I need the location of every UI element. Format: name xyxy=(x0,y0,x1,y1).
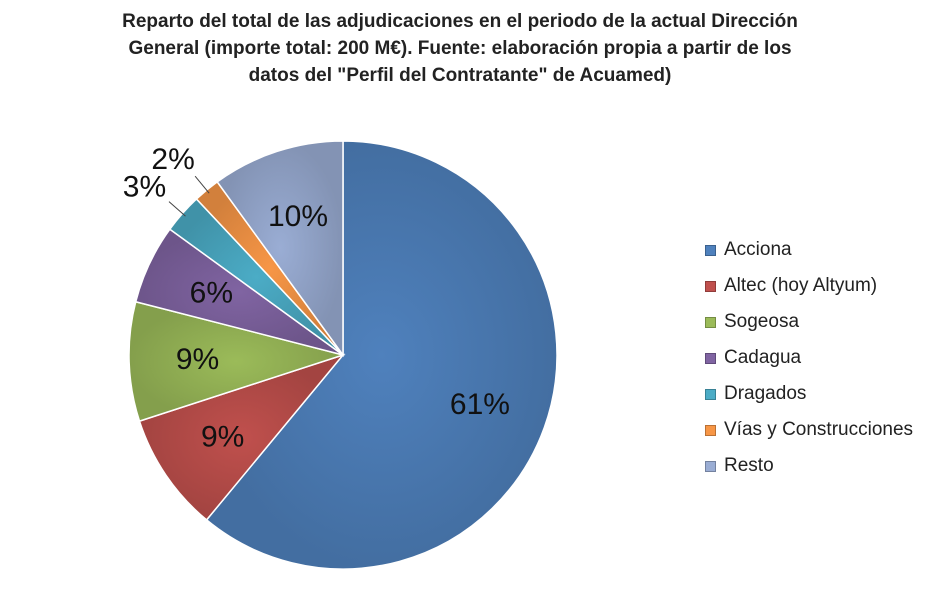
legend-label-vias-y-construcciones: Vías y Construcciones xyxy=(724,419,914,440)
data-label-vias-y-construcciones: 2% xyxy=(151,143,194,176)
data-label-dragados: 3% xyxy=(123,171,166,204)
legend-swatch-cadagua xyxy=(705,352,716,364)
legend-swatch-acciona xyxy=(705,244,716,256)
chart-title: Reparto del total de las adjudicaciones … xyxy=(60,8,860,89)
data-labels: 61% 9% 9% 6% 3%2% 10% xyxy=(123,143,510,454)
data-label-altec-hoy-altyum: 9% xyxy=(201,420,244,453)
chart-title-line-1: Reparto del total de las adjudicaciones … xyxy=(122,11,798,32)
legend-swatch-vias-y-construcciones xyxy=(705,424,716,436)
legend-label-cadagua: Cadagua xyxy=(724,347,802,368)
legend-item-sogeosa: Sogeosa xyxy=(705,304,913,340)
leader-line-vias-y-construcciones xyxy=(194,175,210,194)
legend-label-resto: Resto xyxy=(724,455,774,476)
data-label-resto: 10% xyxy=(268,200,328,233)
legend-swatch-sogeosa xyxy=(705,316,716,328)
pie-slice-altec-hoy-altyum xyxy=(138,353,346,521)
legend-label-acciona: Acciona xyxy=(724,239,792,260)
legend-label-altec-hoy-altyum: Altec (hoy Altyum) xyxy=(724,275,878,296)
pie-slices xyxy=(128,140,558,570)
pie-slice-acciona xyxy=(205,140,558,570)
pie-slice-resto xyxy=(216,140,344,358)
leader-line-dragados xyxy=(168,201,186,217)
legend-item-dragados: Dragados xyxy=(705,376,913,412)
legend-item-vias-y-construcciones: Vías y Construcciones xyxy=(705,412,913,448)
legend-item-cadagua: Cadagua xyxy=(705,340,913,376)
chart-title-line-2: General (importe total: 200 M€). Fuente:… xyxy=(128,38,792,59)
legend-item-altec-hoy-altyum: Altec (hoy Altyum) xyxy=(705,268,913,304)
legend-label-sogeosa: Sogeosa xyxy=(724,311,800,332)
legend-item-acciona: Acciona xyxy=(705,232,913,268)
legend-swatch-dragados xyxy=(705,388,716,400)
legend-label-dragados: Dragados xyxy=(724,383,807,404)
chart-title-line-3: datos del "Perfil del Contratante" de Ac… xyxy=(248,65,672,86)
data-label-acciona: 61% xyxy=(450,388,510,421)
data-label-cadagua: 6% xyxy=(190,277,233,310)
pie-slice-sogeosa xyxy=(128,300,346,423)
legend: Acciona Altec (hoy Altyum) Sogeosa Cadagua D… xyxy=(705,232,913,484)
legend-swatch-resto xyxy=(705,460,716,472)
data-label-sogeosa: 9% xyxy=(176,343,219,376)
legend-swatch-altec-hoy-altyum xyxy=(705,280,716,292)
leader-lines xyxy=(168,175,210,217)
legend-item-resto: Resto xyxy=(705,448,913,484)
